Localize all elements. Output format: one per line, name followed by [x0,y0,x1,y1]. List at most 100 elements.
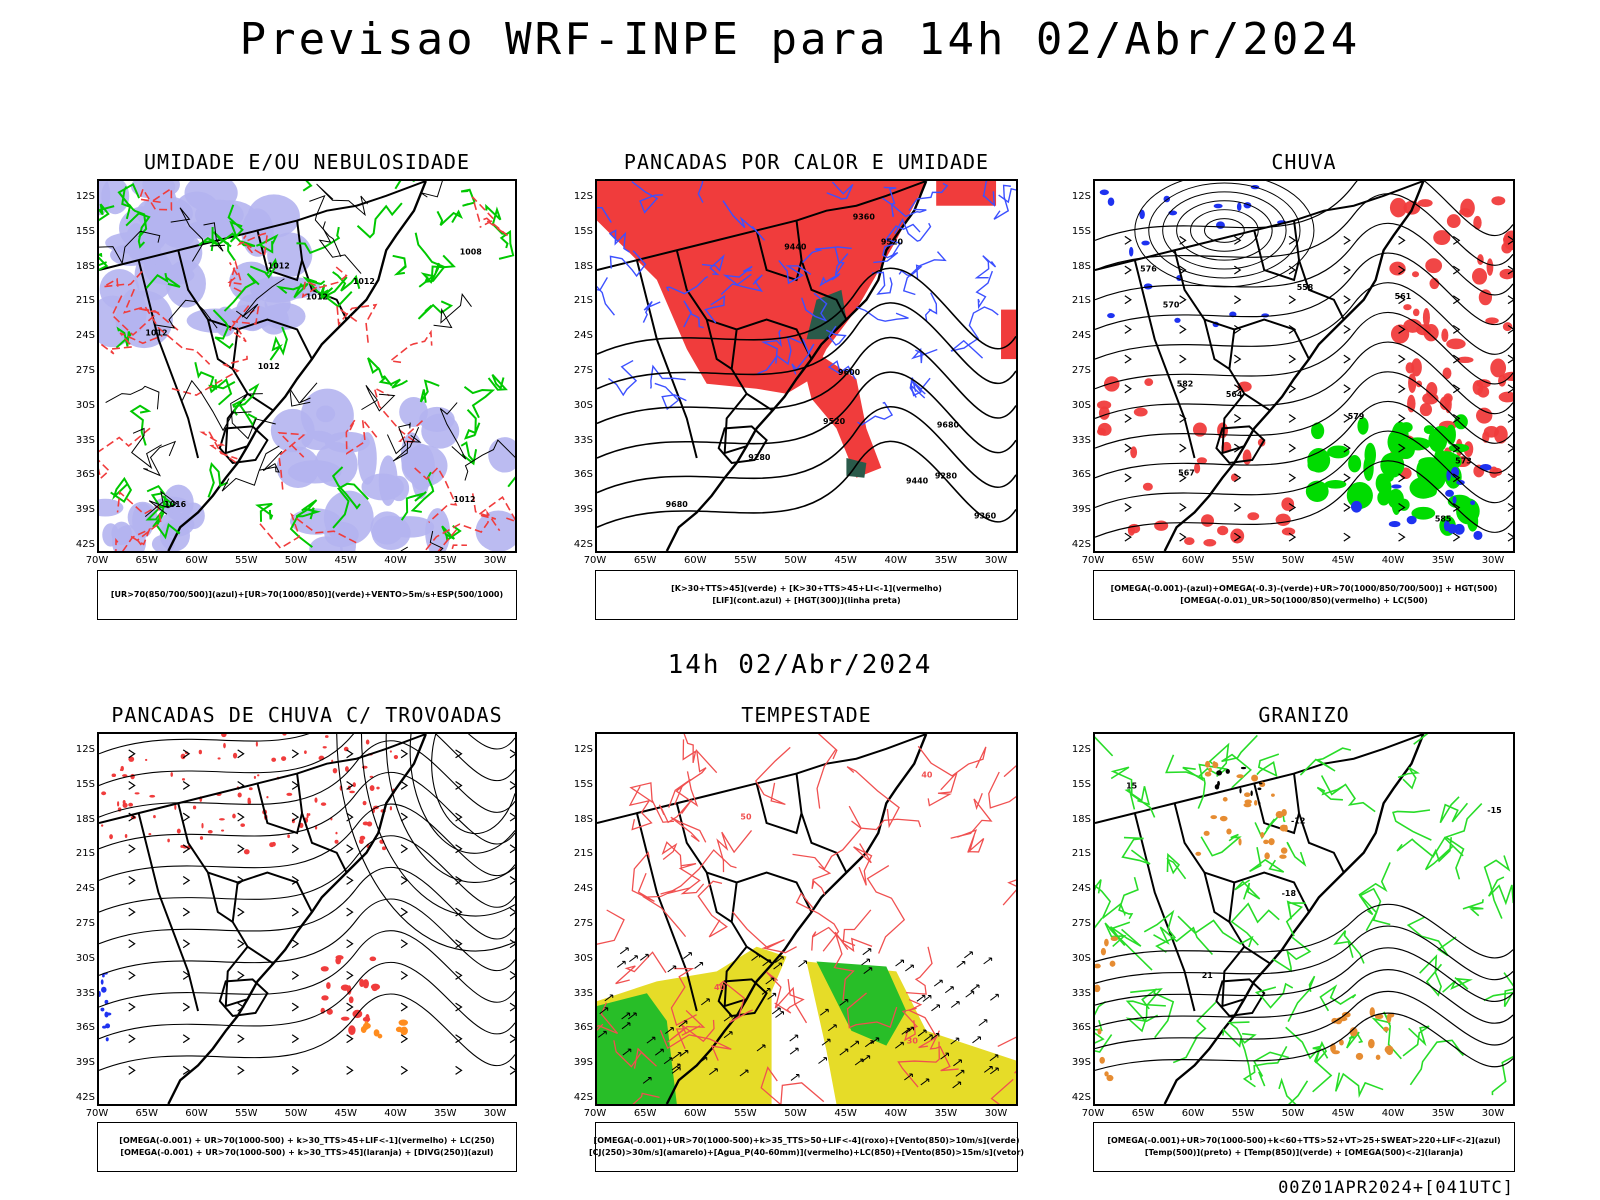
latitude-label: 12S [75,191,95,202]
latitude-label: 36S [573,1022,593,1034]
legend-line: [CJ(250)>30m/s](amarelo)+[Agua_P(40-60mm… [588,1148,1025,1157]
legend-line: [K>30+TTS>45](verde) + [K>30+TTS>45+LI<-… [671,584,942,593]
legend-line: [UR>70(850/700/500)](azul)+[UR>70(1000/8… [110,590,504,599]
panel-title: PANCADAS POR CALOR E UMIDADE [623,150,990,174]
legend-line: [OMEGA(-0.001)-(azul)+OMEGA(-0.3)-(verde… [1110,584,1498,593]
latitude-label: 42S [1071,539,1091,550]
latitude-label: 30S [75,952,95,964]
latitude-label: 42S [75,539,95,550]
legend-box: [OMEGA(-0.001)+UR>70(1000-500)+k<60+TTS>… [1093,1122,1515,1172]
latitude-label: 30S [1071,952,1091,964]
longitude-label: 65W [1131,1108,1155,1119]
longitude-label: 35W [433,1108,457,1119]
contour-label: 1012 [258,362,280,371]
contour-label: 576 [1140,264,1157,273]
longitude-label: 50W [284,1108,308,1119]
latitude-label: 21S [75,295,95,307]
latitude-label: 36S [573,469,593,481]
latitude-label: 24S [1071,883,1091,895]
page-title: Previsao WRF-INPE para 14h 02/Abr/2024 [239,14,1361,65]
contour-label: 9520 [881,238,904,247]
map-svg: 1012 1012 1008 1012 1012 1016 1012 1012 [99,181,515,551]
longitude-label: 40W [1381,555,1405,566]
latitude-label: 33S [573,987,593,999]
longitude-label: 30W [483,555,507,566]
longitude-label: 65W [633,1108,657,1119]
contour-label: 30 [907,1036,919,1045]
latitude-label: 24S [75,330,95,342]
longitude-label: 45W [834,1108,857,1119]
longitude-label: 65W [1131,555,1155,566]
latitude-label: 24S [573,330,593,342]
longitude-label: 60W [1181,1108,1205,1119]
longitude-label: 70W [85,555,109,566]
latitude-label: 12S [573,191,593,202]
contour-label: 1008 [460,248,483,257]
legend-box: [K>30+TTS>45](verde) + [K>30+TTS>45+LI<-… [595,570,1018,620]
latitude-label: 24S [75,883,95,895]
contour-label: 9360 [974,511,997,520]
longitude-label: 35W [934,555,958,566]
panel-title: GRANIZO [1258,703,1350,727]
longitude-label: 40W [884,555,908,566]
longitude-label: 60W [683,1108,707,1119]
latitude-label: 24S [1071,330,1091,342]
contour-label: 9440 [906,477,929,486]
contour-label: 9280 [935,472,958,481]
contour-label: 21 [1202,971,1213,980]
legend-line: [Temp(500)](preto) + [Temp(850)](verde) … [1144,1148,1464,1157]
map-svg: 9680 9680 9600 9520 9440 9360 9280 9520 9440 9280… [597,181,1016,551]
longitude-label: 55W [1231,555,1255,566]
contour-label: 9360 [853,213,876,222]
latitude-label: 36S [1071,469,1091,481]
longitude-label: 50W [784,1108,807,1119]
latitude-label: 33S [573,434,593,446]
longitude-label: 40W [384,555,407,566]
latitude-label: 39S [75,504,95,516]
legend-line: [OMEGA(-0.001)+UR>70(1000-500)+k<60+TTS>… [1107,1136,1501,1145]
latitude-label: 12S [1071,191,1091,202]
latitude-label: 33S [1071,434,1091,446]
longitude-label: 35W [934,1108,958,1119]
map-svg: 40 40 50 30 [597,734,1016,1104]
latitude-label: 15S [75,225,95,237]
longitude-label: 40W [1381,1108,1405,1119]
contour-label: 1012 [453,495,475,504]
contour-label: 50 [740,813,752,822]
latitude-label: 15S [1071,225,1091,237]
contour-label: 9440 [784,243,807,252]
panel-title: TEMPESTADE [741,703,872,727]
latitude-label: 27S [573,365,593,376]
longitude-label: 30W [483,1108,507,1119]
latitude-label: 36S [75,1022,95,1034]
latitude-label: 12S [75,744,95,755]
latitude-label: 12S [1071,744,1091,755]
run-footer: 00Z01APR2024+[041UTC] [1278,1178,1514,1198]
panel-title: PANCADAS DE CHUVA C/ TROVOADAS [111,703,503,727]
mid-timestamp: 14h 02/Abr/2024 [667,650,933,680]
longitude-label: 50W [1281,1108,1305,1119]
latitude-label: 21S [75,848,95,860]
latitude-label: 15S [75,778,95,790]
longitude-label: 70W [583,1108,607,1119]
latitude-label: 39S [1071,1057,1091,1069]
latitude-label: 30S [75,399,95,411]
longitude-label: 30W [984,1108,1008,1119]
longitude-label: 70W [85,1108,109,1119]
latitude-label: 27S [573,918,593,929]
legend-box: [OMEGA(-0.001)-(azul)+OMEGA(-0.3)-(verde… [1093,570,1515,620]
longitude-label: 70W [1081,555,1105,566]
contour-label: 1012 [268,261,290,270]
latitude-label: 18S [75,813,95,825]
latitude-label: 36S [75,469,95,481]
latitude-label: 21S [1071,295,1091,307]
contour-label: 9520 [823,417,846,426]
longitude-label: 30W [984,555,1008,566]
contour-label: 582 [1177,379,1194,388]
longitude-label: 40W [384,1108,407,1119]
contour-label: 1012 [353,277,375,286]
contour-label: 1012 [145,328,167,337]
latitude-label: 12S [573,744,593,755]
contour-label: 9680 [937,420,960,429]
map-area: 585 582 579 576 573 570 567 564 561 558 [1093,179,1515,553]
